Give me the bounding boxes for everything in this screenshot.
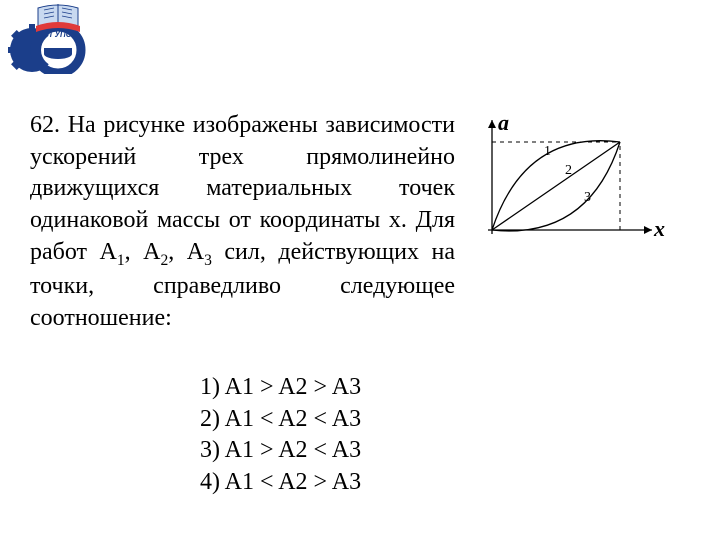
answer-option-2: 2) A1 < A2 < A3 [200, 404, 361, 436]
sub-1: 1 [117, 251, 125, 268]
logo-text: РГУПС [44, 30, 71, 39]
answer-option-4: 4) A1 < A2 > A3 [200, 467, 361, 499]
curve-label-3: 3 [584, 190, 591, 206]
answer-options: 1) A1 > A2 > A3 2) A1 < A2 < A3 3) A1 > … [200, 372, 361, 499]
curve-label-2: 2 [565, 163, 572, 179]
problem-text: 62. На рисунке изображены зависимости ус… [30, 110, 455, 334]
problem-number: 62. [30, 112, 60, 138]
problem-mid-2: , А [168, 239, 204, 265]
university-logo: РГУПС [8, 4, 108, 74]
answer-option-3: 3) A1 > A2 < A3 [200, 435, 361, 467]
problem-mid-1: , А [125, 239, 161, 265]
curve-label-1: 1 [544, 144, 551, 160]
acceleration-vs-x-diagram: a x 1 2 3 [470, 112, 670, 252]
x-axis-label: x [654, 216, 665, 242]
answer-option-1: 1) A1 > A2 > A3 [200, 372, 361, 404]
y-axis-label: a [498, 110, 509, 136]
sub-3: 3 [204, 251, 212, 268]
